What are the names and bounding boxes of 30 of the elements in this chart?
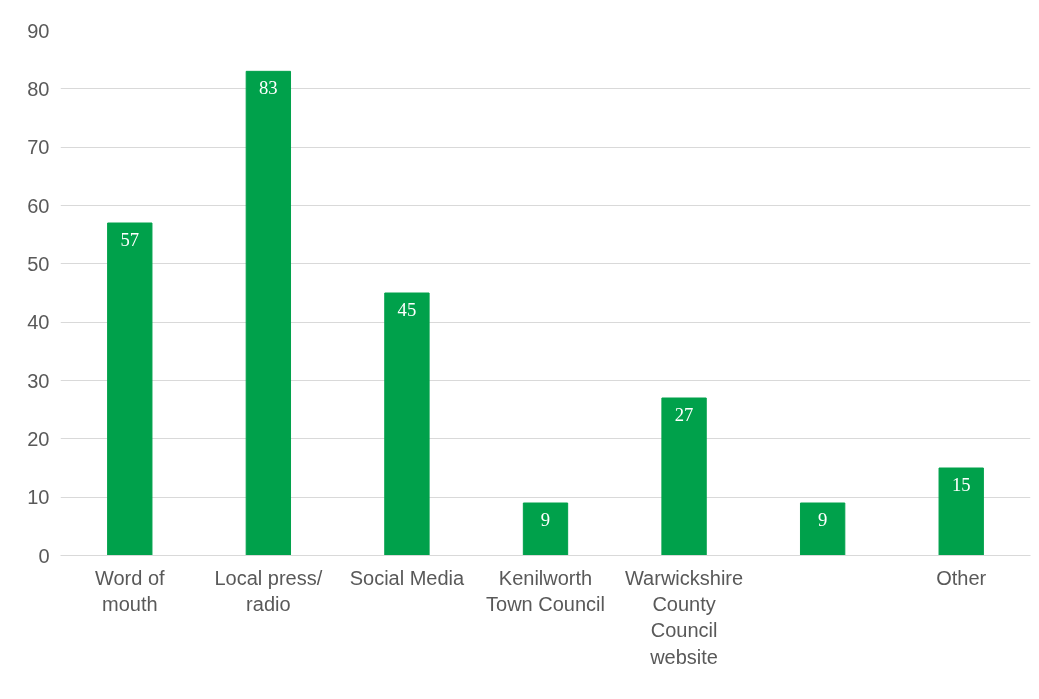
- x-tick-label: Word of mouth: [94, 566, 166, 615]
- data-label: 15: [951, 474, 971, 495]
- y-tick-label: 50: [27, 252, 50, 275]
- bar: [799, 502, 846, 556]
- bar: [384, 292, 430, 556]
- data-label: 9: [817, 509, 828, 530]
- y-tick-label: 80: [27, 77, 50, 100]
- y-tick-label: 40: [27, 311, 50, 334]
- data-label: 83: [259, 77, 278, 99]
- bar: [107, 222, 153, 556]
- bar: [245, 70, 292, 556]
- y-tick-label: 70: [27, 136, 50, 159]
- data-label: 27: [674, 404, 694, 425]
- data-label: 57: [120, 229, 140, 250]
- x-tick-label: Social Media: [349, 566, 466, 589]
- y-tick-label: 90: [27, 19, 50, 42]
- x-tick-label: Other: [936, 566, 987, 589]
- y-tick-label: 0: [38, 544, 50, 567]
- bar: [938, 467, 984, 556]
- bar: [661, 397, 707, 556]
- x-tick-label: Warwickshire County Council website: [624, 566, 744, 668]
- x-tick-label: Local press/ radio: [214, 566, 323, 615]
- x-tick-label: Kenilworth Town Council: [486, 566, 605, 615]
- data-label: 45: [397, 299, 417, 320]
- y-tick-label: 30: [27, 369, 50, 392]
- y-tick-label: 10: [27, 486, 50, 509]
- bar: [522, 502, 569, 556]
- data-label: 9: [540, 509, 551, 530]
- y-tick-label: 60: [27, 194, 50, 217]
- y-tick-label: 20: [27, 427, 50, 450]
